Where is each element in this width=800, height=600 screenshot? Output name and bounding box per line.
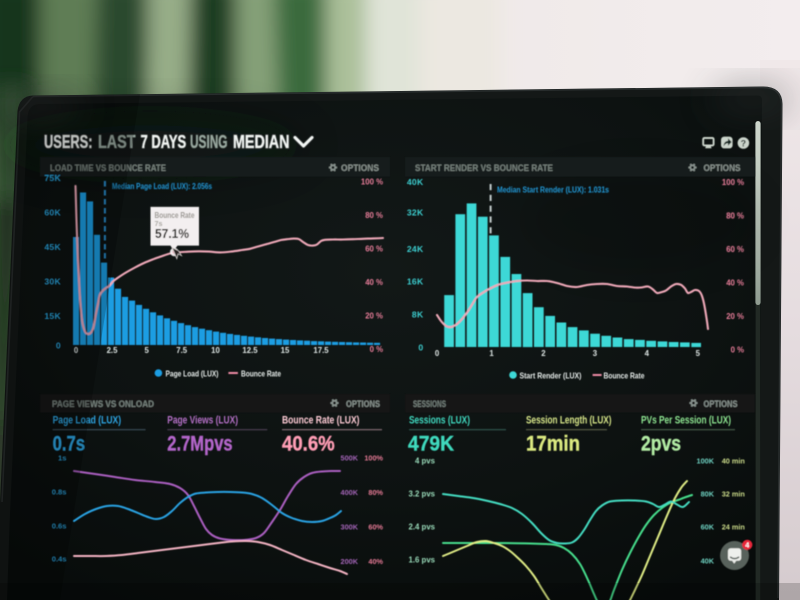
- svg-text:Session Length (LUX): Session Length (LUX): [526, 415, 612, 427]
- svg-text:SESSIONS: SESSIONS: [413, 398, 446, 409]
- svg-text:16K: 16K: [407, 277, 424, 287]
- svg-text:2: 2: [541, 349, 546, 358]
- svg-text:Median Start Render (LUX): 1.0: Median Start Render (LUX): 1.031s: [497, 185, 609, 195]
- svg-text:7.5: 7.5: [176, 346, 188, 355]
- svg-text:100%: 100%: [364, 454, 383, 463]
- svg-text:200K: 200K: [341, 557, 359, 566]
- svg-text:0.8s: 0.8s: [52, 488, 67, 497]
- svg-text:OPTIONS: OPTIONS: [704, 398, 738, 409]
- svg-text:PAGE VIEWS VS ONLOAD: PAGE VIEWS VS ONLOAD: [52, 398, 154, 409]
- svg-text:80%: 80%: [368, 488, 383, 497]
- svg-text:2.5: 2.5: [107, 346, 119, 355]
- svg-text:OPTIONS: OPTIONS: [704, 162, 741, 173]
- svg-text:15K: 15K: [44, 311, 61, 321]
- svg-text:5: 5: [145, 346, 150, 355]
- svg-text:17.5: 17.5: [313, 346, 329, 355]
- svg-text:START RENDER VS BOUNCE RATE: START RENDER VS BOUNCE RATE: [415, 162, 553, 173]
- svg-text:4: 4: [745, 541, 749, 550]
- svg-text:1: 1: [489, 349, 494, 358]
- svg-text:Bounce Rate: Bounce Rate: [604, 372, 645, 381]
- svg-text:Page Load (LUX): Page Load (LUX): [166, 370, 219, 379]
- svg-text:40K: 40K: [701, 557, 715, 566]
- svg-text:24K: 24K: [407, 244, 424, 254]
- svg-text:80 %: 80 %: [726, 212, 744, 221]
- svg-text:Median Page Load (LUX): 2.056s: Median Page Load (LUX): 2.056s: [112, 181, 212, 191]
- svg-text:100 %: 100 %: [361, 178, 383, 187]
- svg-text:Bounce Rate: Bounce Rate: [155, 211, 195, 220]
- svg-text:40 min: 40 min: [722, 457, 745, 466]
- svg-text:3: 3: [593, 349, 598, 358]
- svg-text:Page Views (LUX): Page Views (LUX): [167, 415, 238, 427]
- svg-text:0 %: 0 %: [370, 345, 384, 354]
- svg-text:0: 0: [56, 341, 61, 351]
- svg-text:80 %: 80 %: [365, 211, 383, 220]
- svg-text:OPTIONS: OPTIONS: [346, 398, 380, 409]
- svg-text:45K: 45K: [44, 242, 61, 252]
- svg-text:40.6%: 40.6%: [282, 433, 335, 456]
- svg-text:40%: 40%: [368, 557, 383, 566]
- svg-text:100K: 100K: [697, 457, 715, 466]
- svg-text:2pvs: 2pvs: [641, 433, 681, 456]
- svg-text:15: 15: [281, 346, 290, 355]
- svg-text:1.6 pvs: 1.6 pvs: [409, 556, 436, 565]
- svg-text:30K: 30K: [44, 277, 61, 287]
- svg-text:0: 0: [418, 343, 423, 353]
- svg-text:32 min: 32 min: [722, 490, 745, 499]
- svg-text:Bounce Rate: Bounce Rate: [241, 370, 281, 379]
- svg-text:Page Load (LUX): Page Load (LUX): [53, 415, 122, 427]
- svg-text:4: 4: [645, 349, 650, 358]
- svg-text:0.6s: 0.6s: [52, 522, 67, 531]
- svg-text:10: 10: [211, 346, 220, 355]
- svg-text:USERS:: USERS:: [44, 132, 93, 152]
- svg-text:40 %: 40 %: [726, 279, 744, 288]
- svg-text:2.4 pvs: 2.4 pvs: [409, 523, 436, 532]
- svg-text:PVs Per Session (LUX): PVs Per Session (LUX): [641, 415, 731, 427]
- svg-text:?: ?: [741, 138, 747, 148]
- svg-text:479K: 479K: [408, 433, 454, 456]
- svg-text:USING: USING: [190, 132, 228, 152]
- svg-text:60 %: 60 %: [726, 245, 744, 254]
- svg-text:7s: 7s: [155, 219, 163, 228]
- svg-text:0 %: 0 %: [731, 346, 745, 355]
- svg-text:12.5: 12.5: [242, 346, 258, 355]
- svg-text:7 DAYS: 7 DAYS: [141, 132, 187, 152]
- svg-text:0.7s: 0.7s: [53, 433, 86, 456]
- svg-text:24 min: 24 min: [722, 523, 745, 532]
- svg-text:75K: 75K: [44, 173, 61, 183]
- svg-text:2.7Mpvs: 2.7Mpvs: [167, 433, 232, 456]
- svg-text:57.1%: 57.1%: [155, 226, 189, 241]
- svg-text:0.4s: 0.4s: [52, 555, 67, 564]
- svg-text:40 %: 40 %: [365, 278, 383, 287]
- svg-text:Start Render (LUX): Start Render (LUX): [520, 372, 582, 381]
- svg-text:8K: 8K: [412, 310, 424, 320]
- svg-text:60%: 60%: [368, 523, 383, 532]
- svg-text:60K: 60K: [701, 523, 715, 532]
- svg-text:100 %: 100 %: [722, 178, 744, 187]
- svg-text:300K: 300K: [341, 523, 359, 532]
- svg-text:3.2 pvs: 3.2 pvs: [409, 490, 436, 499]
- svg-text:MEDIAN: MEDIAN: [233, 132, 290, 152]
- svg-text:Sessions (LUX): Sessions (LUX): [409, 415, 470, 427]
- svg-text:0: 0: [74, 346, 79, 355]
- svg-text:32K: 32K: [407, 208, 424, 218]
- svg-text:LOAD TIME VS BOUNCE RATE: LOAD TIME VS BOUNCE RATE: [50, 162, 166, 173]
- svg-text:4 pvs: 4 pvs: [415, 457, 436, 466]
- svg-text:40K: 40K: [407, 177, 424, 187]
- svg-text:20 %: 20 %: [726, 312, 744, 321]
- svg-text:5: 5: [696, 349, 701, 358]
- svg-text:500K: 500K: [341, 454, 359, 463]
- svg-text:Bounce Rate (LUX): Bounce Rate (LUX): [282, 415, 360, 427]
- svg-text:60 %: 60 %: [365, 245, 383, 254]
- svg-text:60K: 60K: [44, 208, 61, 218]
- svg-text:1s: 1s: [58, 454, 66, 463]
- svg-text:20 %: 20 %: [365, 312, 383, 321]
- svg-text:0: 0: [435, 349, 440, 358]
- svg-text:400K: 400K: [341, 488, 359, 497]
- svg-text:LAST: LAST: [98, 132, 136, 152]
- svg-text:17min: 17min: [526, 433, 580, 456]
- svg-text:OPTIONS: OPTIONS: [341, 162, 379, 173]
- svg-text:80K: 80K: [701, 490, 715, 499]
